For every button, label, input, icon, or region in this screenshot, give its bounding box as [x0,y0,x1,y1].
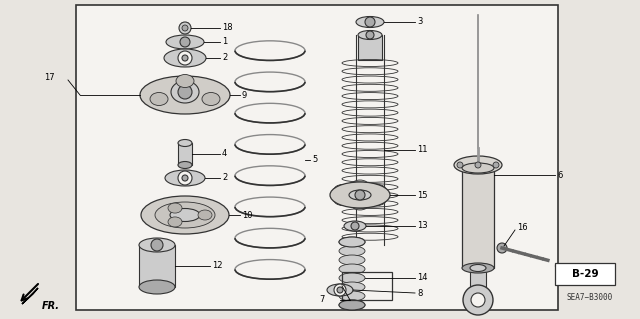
Circle shape [182,25,188,31]
Circle shape [178,51,192,65]
Text: 5: 5 [312,155,317,165]
Ellipse shape [462,163,494,173]
Ellipse shape [333,194,351,205]
Ellipse shape [462,263,494,273]
Ellipse shape [178,161,192,168]
Circle shape [365,17,375,27]
Circle shape [475,162,481,168]
Polygon shape [22,288,38,304]
Ellipse shape [139,280,175,294]
Circle shape [471,293,485,307]
Circle shape [180,37,190,47]
Ellipse shape [339,273,365,283]
Ellipse shape [202,93,220,106]
Text: 10: 10 [242,211,253,219]
Circle shape [178,171,192,185]
Text: FR.: FR. [42,301,60,311]
Ellipse shape [369,184,387,197]
Circle shape [151,239,163,251]
Bar [342,272,392,300]
Bar [139,245,175,287]
Text: 2: 2 [222,54,227,63]
Circle shape [182,55,188,61]
Text: 8: 8 [417,288,422,298]
Ellipse shape [155,202,215,228]
Ellipse shape [369,194,387,205]
Ellipse shape [339,237,365,247]
Ellipse shape [351,180,369,192]
Ellipse shape [164,49,206,67]
Text: 16: 16 [517,224,527,233]
Text: 6: 6 [557,170,563,180]
Ellipse shape [339,246,365,256]
Ellipse shape [339,282,365,292]
Circle shape [463,285,493,315]
Text: 3: 3 [417,18,422,26]
Ellipse shape [168,217,182,227]
Ellipse shape [339,264,365,274]
Ellipse shape [344,221,366,231]
Ellipse shape [140,76,230,114]
Circle shape [182,175,188,181]
Text: 18: 18 [222,24,232,33]
Ellipse shape [198,210,212,220]
Bar [358,35,382,60]
Text: B-29: B-29 [572,269,598,279]
Ellipse shape [454,156,502,174]
Ellipse shape [356,17,384,27]
Circle shape [337,287,343,293]
Text: SEA7−B3000: SEA7−B3000 [567,293,613,302]
Text: 14: 14 [417,273,428,283]
Text: 13: 13 [417,221,428,231]
Circle shape [334,284,346,296]
Ellipse shape [168,203,182,213]
Ellipse shape [166,35,204,49]
Circle shape [351,222,359,230]
Ellipse shape [170,209,200,221]
Ellipse shape [150,93,168,106]
Ellipse shape [339,237,365,247]
Text: 7: 7 [319,295,325,305]
Ellipse shape [327,284,353,296]
Bar [555,263,615,285]
Circle shape [179,22,191,34]
Ellipse shape [339,300,365,310]
Circle shape [355,190,365,200]
Text: 4: 4 [222,150,227,159]
Bar [76,5,558,310]
Bar [462,168,494,268]
Text: 11: 11 [417,145,428,154]
Circle shape [493,162,499,168]
Ellipse shape [178,139,192,146]
Text: 1: 1 [222,38,227,47]
Circle shape [457,162,463,168]
Ellipse shape [351,198,369,210]
Bar [178,143,192,165]
Ellipse shape [339,300,365,310]
Circle shape [366,31,374,39]
Ellipse shape [141,196,229,234]
Ellipse shape [176,75,194,87]
Text: 9: 9 [242,91,247,100]
Text: 15: 15 [417,190,428,199]
Ellipse shape [330,182,390,208]
Text: 12: 12 [212,262,223,271]
Ellipse shape [470,264,486,271]
Circle shape [178,85,192,99]
Ellipse shape [339,255,365,265]
Ellipse shape [349,190,371,200]
Ellipse shape [139,238,175,252]
Ellipse shape [165,170,205,186]
Ellipse shape [333,184,351,197]
Ellipse shape [339,291,365,301]
Text: 2: 2 [222,174,227,182]
Ellipse shape [358,31,382,40]
Ellipse shape [171,81,199,103]
Circle shape [497,243,507,253]
Text: 17: 17 [44,73,55,83]
Bar [470,268,486,290]
